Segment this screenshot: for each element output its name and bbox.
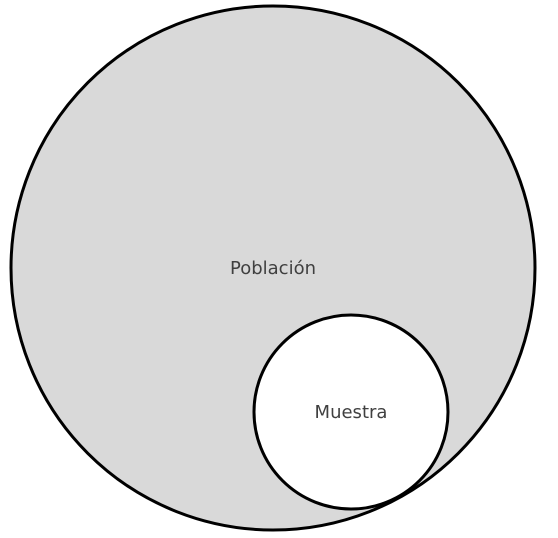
sample-label: Muestra <box>315 402 388 423</box>
sample-circle <box>252 313 450 511</box>
population-label: Población <box>230 258 316 279</box>
